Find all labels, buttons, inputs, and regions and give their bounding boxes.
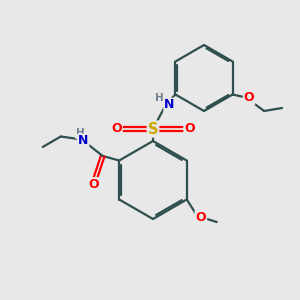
Text: S: S (148, 122, 158, 136)
Text: H: H (76, 128, 85, 138)
Text: N: N (78, 134, 88, 148)
Text: O: O (196, 211, 206, 224)
Text: O: O (184, 122, 195, 136)
Text: O: O (88, 178, 99, 191)
Text: O: O (111, 122, 122, 136)
Text: O: O (244, 91, 254, 104)
Text: N: N (164, 98, 175, 112)
Text: H: H (154, 93, 164, 103)
